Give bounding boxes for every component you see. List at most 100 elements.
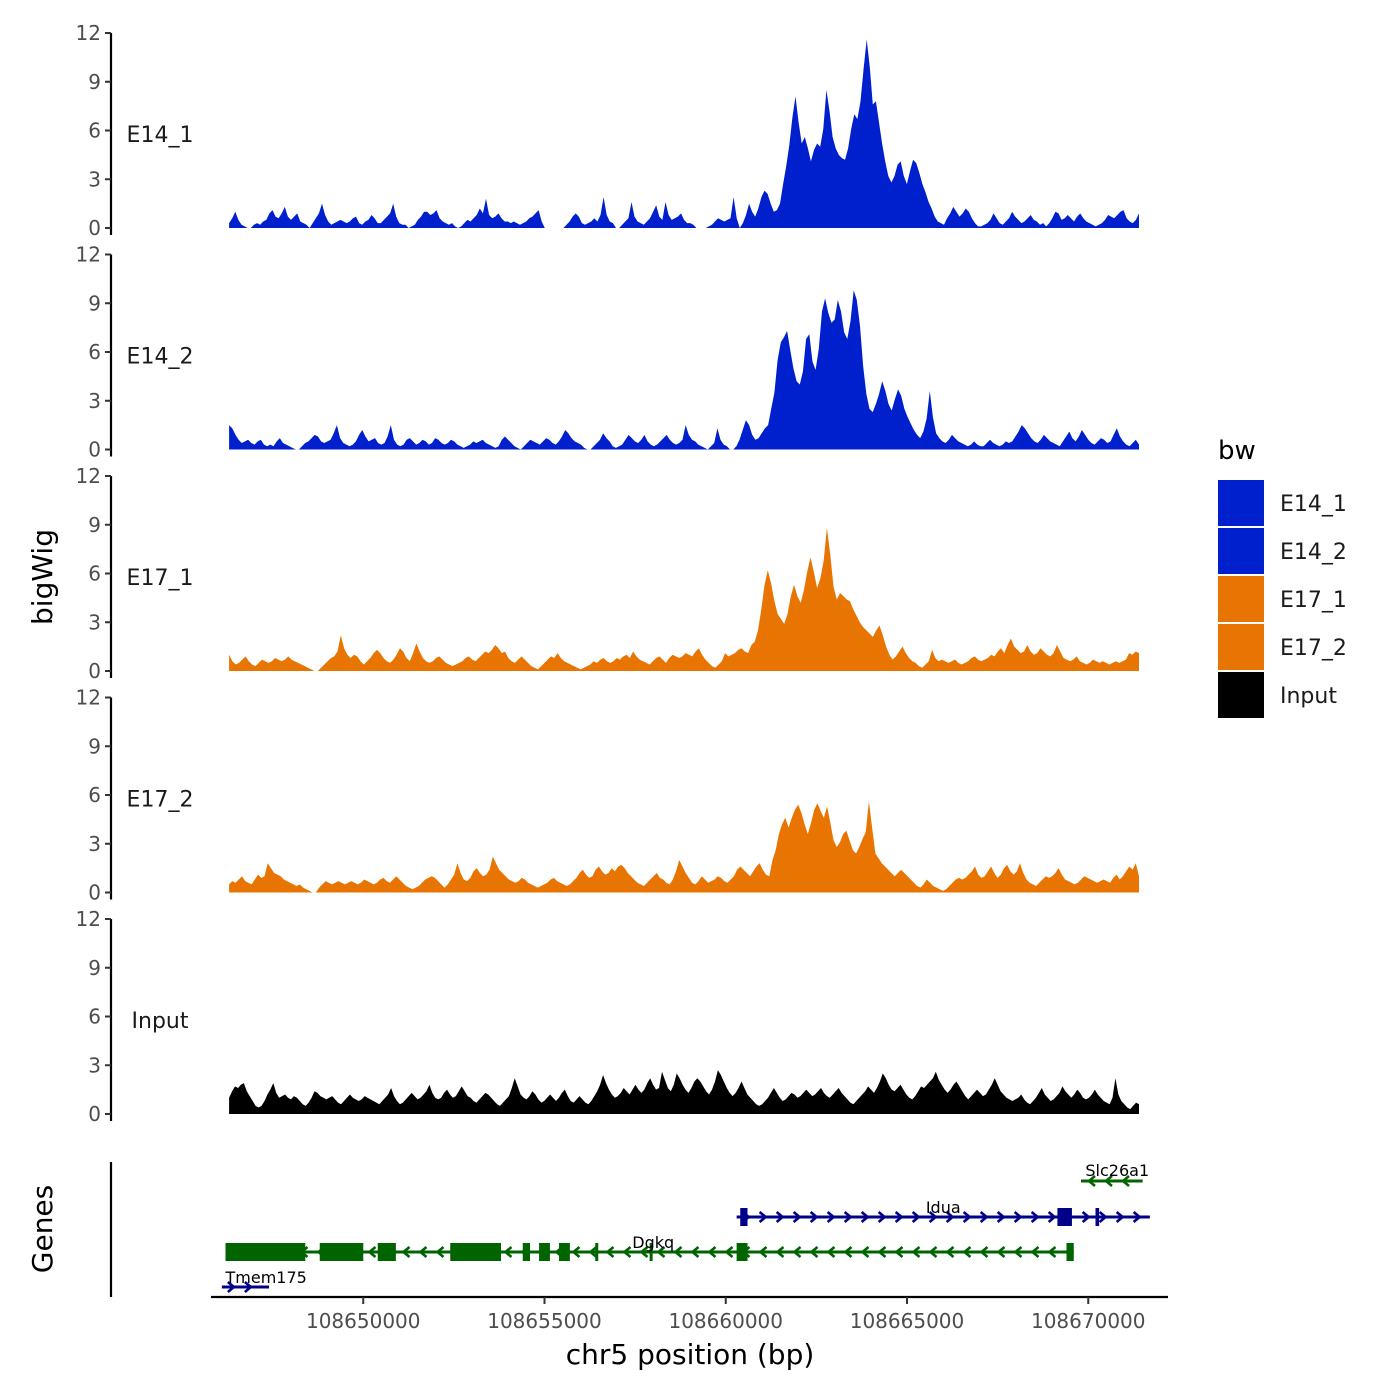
y-tick-label: 6 <box>88 119 101 143</box>
strand-arrow <box>945 1246 955 1258</box>
y-tick-label: 9 <box>88 291 101 315</box>
strand-arrow <box>826 1211 836 1223</box>
gene-label: Idua <box>926 1198 961 1217</box>
strand-arrow <box>843 1211 853 1223</box>
legend-swatch-E17_2 <box>1218 624 1264 670</box>
coverage-area-E14_2 <box>229 290 1140 450</box>
y-tick-label: 12 <box>76 243 101 267</box>
strand-arrow <box>1120 1175 1130 1187</box>
y-tick-label: 6 <box>88 562 101 586</box>
strand-arrow <box>673 1246 683 1258</box>
gene-label: Dgkq <box>632 1233 674 1252</box>
strand-arrow <box>401 1246 411 1258</box>
legend-label: E17_1 <box>1280 588 1347 613</box>
strand-arrow <box>826 1246 836 1258</box>
exon-block <box>1095 1208 1100 1226</box>
strand-arrow <box>418 1246 428 1258</box>
strand-arrow <box>962 1211 972 1223</box>
strand-arrow <box>435 1246 445 1258</box>
legend-label: Input <box>1280 684 1337 709</box>
strand-arrow <box>1030 1246 1040 1258</box>
track-label: E14_1 <box>127 123 194 148</box>
y-tick-label: 0 <box>88 659 101 683</box>
strand-arrow <box>605 1246 615 1258</box>
exon-block <box>595 1243 599 1261</box>
legend-label: E14_1 <box>1280 492 1347 517</box>
strand-arrow <box>1115 1211 1125 1223</box>
exon-block <box>319 1243 364 1261</box>
y-tick-label: 0 <box>88 1102 101 1126</box>
x-tick-label: 108660000 <box>668 1309 783 1333</box>
strand-arrow <box>1047 1246 1057 1258</box>
gene-Idua: Idua <box>736 1198 1150 1226</box>
y-tick-label: 12 <box>76 686 101 710</box>
strand-arrow <box>894 1246 904 1258</box>
y-tick-label: 9 <box>88 734 101 758</box>
strand-arrow <box>843 1246 853 1258</box>
strand-arrow <box>877 1246 887 1258</box>
strand-arrow <box>1013 1246 1023 1258</box>
y-tick-label: 6 <box>88 340 101 364</box>
legend-swatch-E14_1 <box>1218 480 1264 526</box>
y-axis-title: bigWig <box>26 529 59 625</box>
y-tick-label: 6 <box>88 783 101 807</box>
signal-tracks: 0 3 6 9 12 E14_1 0 3 6 9 12 E14_2 0 3 6 9 12 E17_1 0 3 6 9 12 E… <box>76 21 1140 1126</box>
legend-swatch-E14_2 <box>1218 528 1264 574</box>
track-label: E17_1 <box>127 566 194 591</box>
strand-arrow <box>690 1246 700 1258</box>
coverage-area-E17_2 <box>229 801 1140 893</box>
track-E14_2: 0 3 6 9 12 E14_2 <box>76 243 1140 462</box>
x-axis-title: chr5 position (bp) <box>566 1338 815 1371</box>
strand-arrow <box>758 1211 768 1223</box>
strand-arrow <box>809 1246 819 1258</box>
exon-block <box>377 1243 396 1261</box>
exon-block <box>522 1243 530 1261</box>
track-label: E17_2 <box>127 788 194 813</box>
strand-arrow <box>979 1246 989 1258</box>
x-tick-label: 108670000 <box>1031 1309 1146 1333</box>
strand-arrow <box>724 1246 734 1258</box>
gene-Tmem175: Tmem175 <box>221 1268 307 1293</box>
y-tick-label: 0 <box>88 881 101 905</box>
strand-arrow <box>928 1246 938 1258</box>
y-tick-label: 3 <box>88 389 101 413</box>
strand-arrow <box>1103 1175 1113 1187</box>
track-E17_2: 0 3 6 9 12 E17_2 <box>76 686 1140 905</box>
y-tick-label: 0 <box>88 216 101 240</box>
strand-arrow <box>996 1211 1006 1223</box>
strand-arrow <box>792 1246 802 1258</box>
legend-label: E14_2 <box>1280 540 1347 565</box>
y-tick-label: 12 <box>76 464 101 488</box>
strand-arrow <box>1081 1211 1091 1223</box>
exon-block <box>736 1243 748 1261</box>
strand-arrow <box>1086 1175 1096 1187</box>
strand-arrow <box>894 1211 904 1223</box>
strand-arrow <box>588 1246 598 1258</box>
strand-arrow <box>911 1211 921 1223</box>
strand-arrow <box>775 1211 785 1223</box>
gene-label: Slc26a1 <box>1085 1161 1149 1180</box>
y-tick-label: 6 <box>88 1005 101 1029</box>
x-tick-label: 108650000 <box>306 1309 421 1333</box>
strand-arrow <box>911 1246 921 1258</box>
coverage-area-Input <box>229 1070 1140 1114</box>
x-tick-label: 108665000 <box>850 1309 965 1333</box>
x-tick-label: 108655000 <box>487 1309 602 1333</box>
coverage-area-E14_1 <box>229 39 1140 228</box>
y-tick-label: 0 <box>88 438 101 462</box>
track-E17_1: 0 3 6 9 12 E17_1 <box>76 464 1140 683</box>
track-label: E14_2 <box>127 345 194 370</box>
track-E14_1: 0 3 6 9 12 E14_1 <box>76 21 1140 240</box>
strand-arrow <box>656 1246 666 1258</box>
y-tick-label: 9 <box>88 956 101 980</box>
genes-panel: Slc26a1 Idua Dgkq Tmem175 <box>109 1161 1150 1297</box>
y-tick-label: 9 <box>88 513 101 537</box>
legend-swatch-Input <box>1218 672 1264 718</box>
exon-block <box>539 1243 550 1261</box>
strand-arrow <box>809 1211 819 1223</box>
track-Input: 0 3 6 9 12 Input <box>76 907 1140 1126</box>
strand-arrow <box>979 1211 989 1223</box>
strand-arrow <box>1030 1211 1040 1223</box>
legend-swatch-E17_1 <box>1218 576 1264 622</box>
y-tick-label: 12 <box>76 907 101 931</box>
